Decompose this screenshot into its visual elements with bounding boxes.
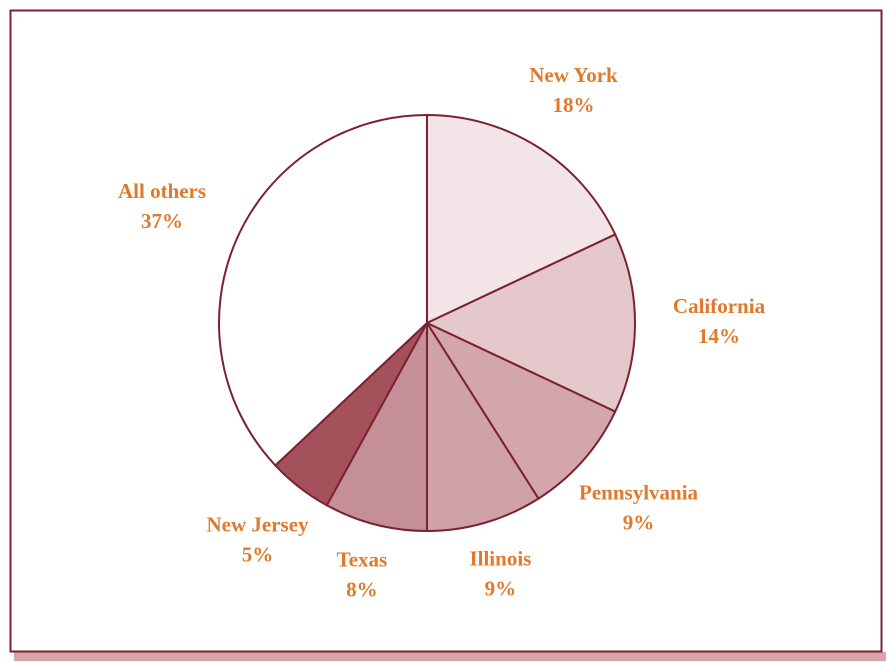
slice-value-label: 9% — [485, 577, 517, 601]
slice-label: California — [673, 294, 766, 318]
slice-label: Pennsylvania — [579, 480, 699, 504]
slice-label: New York — [529, 63, 618, 87]
slice-label: Illinois — [469, 547, 531, 571]
pie-slice — [424, 320, 617, 501]
slice-value-label: 18% — [553, 93, 595, 117]
slice-value-label: 37% — [141, 209, 183, 233]
pie-slice — [325, 322, 428, 533]
slice-label: New Jersey — [206, 512, 309, 536]
pie-slice — [426, 113, 617, 325]
pie-slice — [218, 113, 428, 467]
slice-value-label: 14% — [698, 324, 740, 348]
slice-value-label: 9% — [623, 510, 655, 534]
slice-value-label: 8% — [346, 578, 378, 602]
pie-slice — [424, 233, 636, 413]
pie-slice — [426, 319, 540, 533]
slice-value-label: 5% — [242, 542, 274, 566]
frame-shadow — [14, 652, 886, 661]
slice-label: All others — [118, 179, 206, 203]
slice-label: Texas — [337, 548, 388, 572]
